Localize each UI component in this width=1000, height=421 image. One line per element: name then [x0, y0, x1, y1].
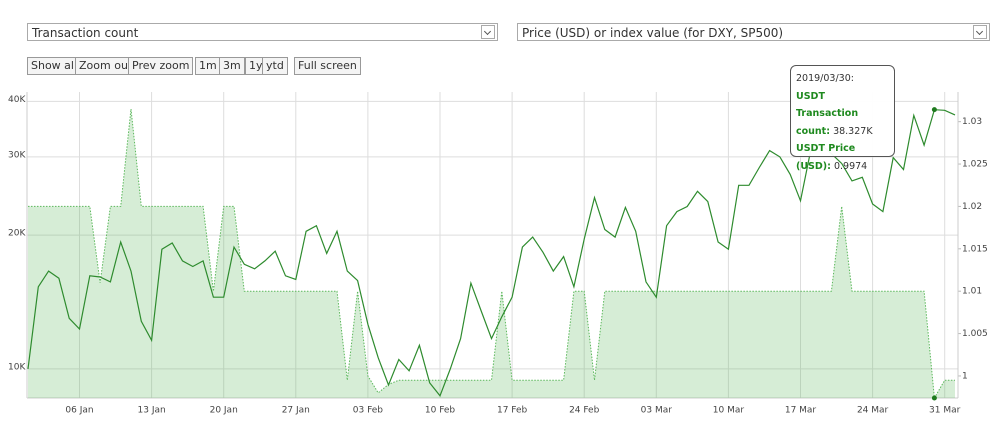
- x-tick-label: 10 Feb: [425, 406, 456, 416]
- hover-point: [931, 107, 937, 113]
- y-tick-label: 10K: [8, 362, 26, 372]
- hover-point: [931, 395, 937, 401]
- tooltip-title: 2019/03/30:: [796, 73, 854, 84]
- select-text: Transaction count: [32, 26, 139, 40]
- y2-tick-label: 1.03: [962, 117, 982, 127]
- y2-tick-label: 1.005: [962, 329, 988, 339]
- button[interactable]: ytd: [262, 57, 288, 75]
- tooltip-value: 38.327K: [833, 125, 873, 137]
- button[interactable]: Show all: [27, 57, 82, 75]
- x-tick-label: 06 Jan: [65, 406, 93, 416]
- select-text: Price (USD) or index value (for DXY, SP5…: [522, 26, 784, 40]
- y2-tick-label: 1.01: [962, 287, 982, 297]
- price-area: [28, 109, 955, 398]
- select-arrow: [481, 25, 495, 39]
- price-line: [28, 108, 955, 400]
- button[interactable]: 1y: [245, 57, 267, 75]
- count-line: [27, 109, 956, 397]
- button[interactable]: Zoom out: [75, 57, 137, 75]
- x-tick-label: 20 Jan: [210, 406, 238, 416]
- select-arrow: [973, 25, 987, 39]
- tooltip-row: USDT Transaction count 38.327K: [796, 88, 890, 141]
- x-tick-label: 24 Feb: [569, 406, 600, 416]
- y2-tick-label: 1.015: [962, 244, 988, 254]
- button[interactable]: 1m: [195, 57, 221, 75]
- tooltip: 2019/03/30: USDT Transaction count 38.32…: [790, 65, 895, 172]
- x-tick-label: 17 Feb: [497, 406, 528, 416]
- x-tick-label: 17 Mar: [785, 406, 817, 416]
- tooltip-value: 0.9974: [833, 160, 868, 172]
- button[interactable]: 3m: [219, 57, 245, 75]
- y2-tick-label: 1.025: [962, 160, 988, 170]
- tooltip-row: USDT Price (USD) 0.9974: [796, 140, 890, 175]
- x-tick-label: 03 Mar: [641, 406, 673, 416]
- left-select[interactable]: Transaction count: [27, 23, 498, 41]
- x-tick-label: 24 Mar: [857, 406, 889, 416]
- right-select[interactable]: Price (USD) or index value (for DXY, SP5…: [517, 23, 990, 41]
- x-tick-label: 03 Feb: [353, 406, 384, 416]
- button[interactable]: Full screen: [294, 57, 361, 75]
- y2-tick-label: 1: [962, 371, 968, 381]
- button[interactable]: Prev zoom: [128, 57, 194, 75]
- x-tick-label: 10 Mar: [713, 406, 745, 416]
- y-tick-label: 30K: [8, 150, 26, 160]
- y2-tick-label: 1.02: [962, 202, 982, 212]
- x-tick-label: 31 Mar: [929, 406, 961, 416]
- x-tick-label: 13 Jan: [138, 406, 166, 416]
- y-tick-label: 40K: [8, 95, 26, 105]
- x-tick-label: 27 Jan: [282, 406, 310, 416]
- y-tick-label: 20K: [8, 229, 26, 239]
